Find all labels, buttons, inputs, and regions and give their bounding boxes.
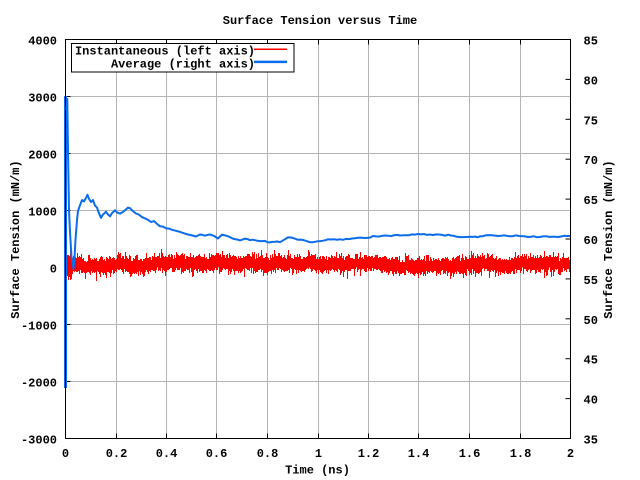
svg-text:2: 2 <box>567 447 574 461</box>
svg-text:80: 80 <box>584 74 598 88</box>
svg-text:40: 40 <box>584 394 598 408</box>
svg-text:Surface Tension versus Time: Surface Tension versus Time <box>223 14 417 28</box>
svg-text:-1000: -1000 <box>21 320 57 334</box>
svg-text:35: 35 <box>584 434 598 448</box>
svg-text:55: 55 <box>584 274 598 288</box>
svg-text:70: 70 <box>584 154 598 168</box>
svg-text:50: 50 <box>584 314 598 328</box>
svg-text:Instantaneous (left axis): Instantaneous (left axis) <box>75 45 255 59</box>
svg-text:0: 0 <box>62 447 69 461</box>
svg-text:1.6: 1.6 <box>459 447 481 461</box>
svg-text:Average (right axis): Average (right axis) <box>111 57 255 71</box>
svg-text:4000: 4000 <box>28 35 57 49</box>
svg-text:75: 75 <box>584 114 598 128</box>
svg-text:1000: 1000 <box>28 206 57 220</box>
svg-text:-2000: -2000 <box>21 377 57 391</box>
svg-text:-3000: -3000 <box>21 434 57 448</box>
svg-text:60: 60 <box>584 234 598 248</box>
svg-text:Surface Tension (mN/m): Surface Tension (mN/m) <box>9 160 23 318</box>
svg-text:0.8: 0.8 <box>257 447 279 461</box>
svg-text:3000: 3000 <box>28 92 57 106</box>
svg-text:1.8: 1.8 <box>510 447 532 461</box>
svg-text:0: 0 <box>50 263 57 277</box>
svg-text:Time (ns): Time (ns) <box>285 463 350 477</box>
svg-text:2000: 2000 <box>28 149 57 163</box>
svg-text:0.6: 0.6 <box>206 447 228 461</box>
svg-text:0.2: 0.2 <box>106 447 128 461</box>
svg-text:45: 45 <box>584 354 598 368</box>
svg-text:1: 1 <box>315 447 322 461</box>
svg-text:Surface Tension (mN/m): Surface Tension (mN/m) <box>602 160 616 318</box>
svg-text:0.4: 0.4 <box>156 447 178 461</box>
svg-text:1.2: 1.2 <box>358 447 380 461</box>
svg-text:1.4: 1.4 <box>408 447 430 461</box>
svg-text:85: 85 <box>584 35 598 49</box>
svg-text:65: 65 <box>584 194 598 208</box>
